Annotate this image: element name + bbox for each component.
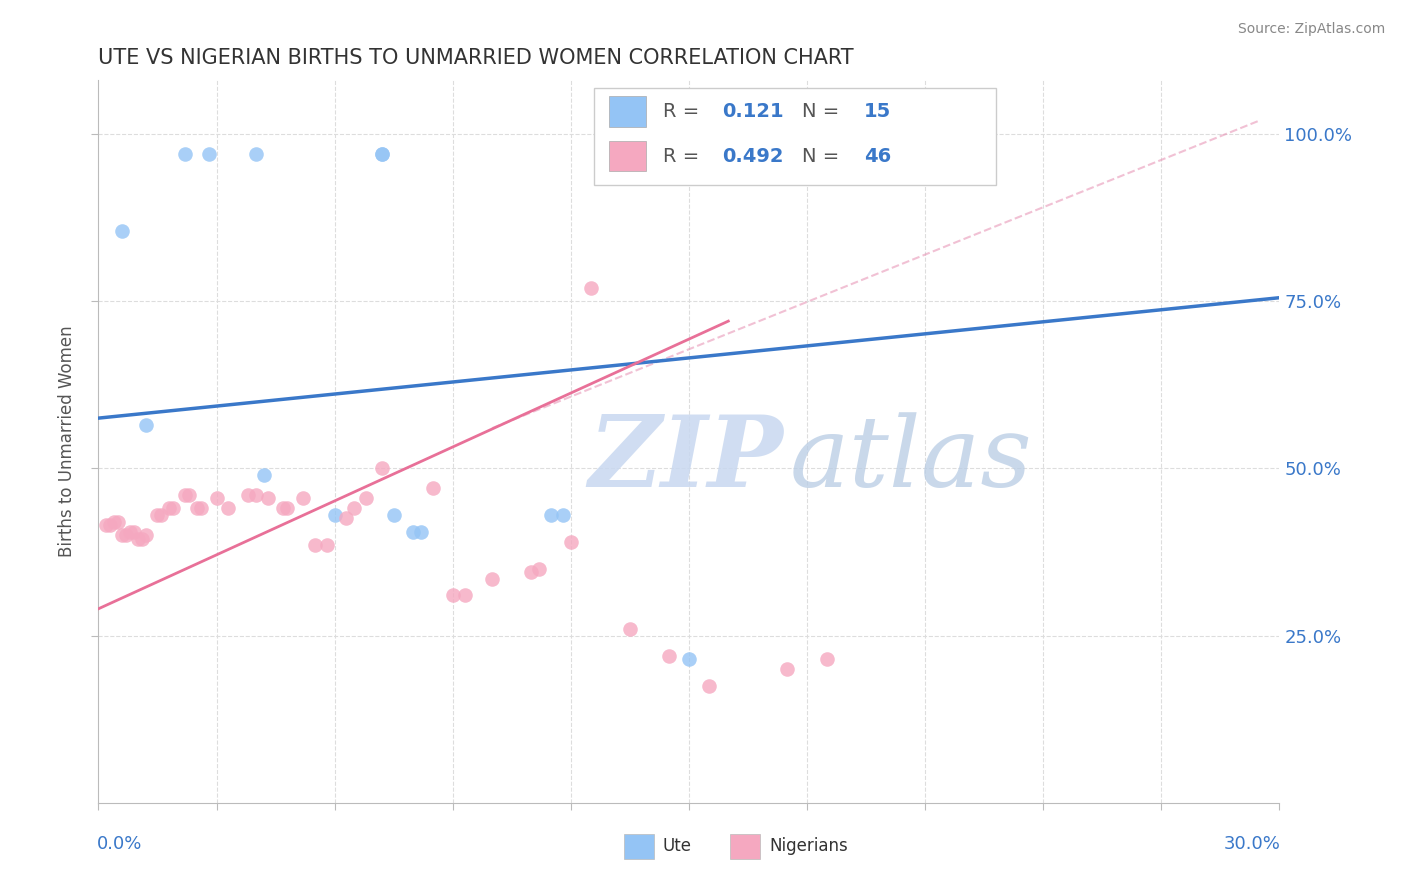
Text: 30.0%: 30.0% [1223,835,1281,854]
Point [127,532,149,546]
Point [382,508,405,523]
FancyBboxPatch shape [609,96,647,127]
Point [529,562,551,576]
FancyBboxPatch shape [595,87,995,185]
Point [103,515,125,529]
Point [540,508,562,523]
Point [256,491,278,506]
Point [453,589,475,603]
Point [111,528,134,542]
FancyBboxPatch shape [624,833,654,859]
Point [371,147,394,161]
Point [335,511,357,525]
Point [131,532,153,546]
Point [441,589,464,603]
Point [354,491,377,506]
Point [157,501,180,516]
Point [174,488,197,502]
Y-axis label: Births to Unmarried Women: Births to Unmarried Women [58,326,76,558]
Point [197,147,219,161]
Point [371,147,394,161]
Point [174,147,197,161]
Point [122,524,145,539]
Point [658,648,681,663]
Point [135,528,157,542]
Text: R =: R = [664,102,706,120]
Point [304,538,326,552]
Text: 0.492: 0.492 [723,146,783,166]
Text: N =: N = [803,102,846,120]
FancyBboxPatch shape [730,833,759,859]
FancyBboxPatch shape [609,141,647,171]
Point [150,508,173,523]
Point [205,491,228,506]
Point [323,508,346,523]
Point [111,224,134,238]
Point [96,518,118,533]
Text: 0.0%: 0.0% [97,835,142,854]
Point [292,491,315,506]
Point [315,538,337,552]
Point [619,622,641,636]
Point [217,501,239,516]
Point [815,652,838,666]
Text: ZIP: ZIP [589,411,783,508]
Point [402,524,425,539]
Text: 46: 46 [863,146,891,166]
Point [579,281,602,295]
Text: 0.121: 0.121 [723,102,783,120]
Point [551,508,574,523]
Point [371,461,394,475]
Point [343,501,366,516]
Point [776,662,799,676]
Text: UTE VS NIGERIAN BIRTHS TO UNMARRIED WOMEN CORRELATION CHART: UTE VS NIGERIAN BIRTHS TO UNMARRIED WOME… [98,47,853,68]
Point [107,515,129,529]
Text: Source: ZipAtlas.com: Source: ZipAtlas.com [1237,22,1385,37]
Point [422,482,444,496]
Point [146,508,169,523]
Point [697,679,720,693]
Point [190,501,212,516]
Text: N =: N = [803,146,846,166]
Text: Ute: Ute [664,838,692,855]
Point [245,147,267,161]
Point [118,524,141,539]
Point [678,652,700,666]
Text: Nigerians: Nigerians [769,838,848,855]
Point [481,572,503,586]
Text: 15: 15 [863,102,891,120]
Point [186,501,208,516]
Point [177,488,200,502]
Point [560,534,582,549]
Point [245,488,267,502]
Point [276,501,298,516]
Point [273,501,295,516]
Text: R =: R = [664,146,706,166]
Point [253,467,276,482]
Point [115,528,138,542]
Point [520,565,543,579]
Point [162,501,184,516]
Point [411,524,433,539]
Point [236,488,259,502]
Point [135,417,157,432]
Point [98,518,121,533]
Text: atlas: atlas [789,412,1032,508]
